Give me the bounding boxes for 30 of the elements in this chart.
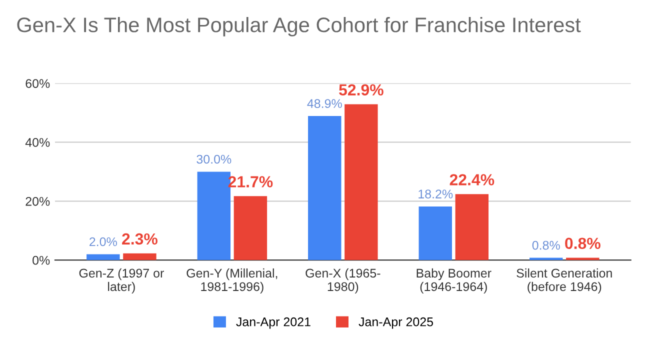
x-tick-label: Gen-Y (Millenial, 1981-1996) — [186, 268, 278, 294]
bar — [566, 258, 600, 260]
bar — [344, 104, 378, 260]
data-label: 30.0% — [196, 154, 232, 164]
data-label: 18.2% — [418, 190, 453, 198]
x-tick-label: Gen-X (1965- 1980) — [306, 268, 380, 294]
data-label: 0.8% — [532, 240, 560, 250]
y-tick-label: 40% — [25, 138, 50, 147]
bar — [530, 258, 563, 260]
data-label: 52.9% — [339, 84, 384, 96]
chart-title: Gen-X Is The Most Popular Age Cohort for Franchise Interest — [17, 17, 581, 36]
data-label: 48.9% — [307, 99, 342, 108]
bar — [455, 194, 489, 260]
bar — [308, 116, 342, 260]
y-tick-label: 60% — [26, 79, 50, 88]
data-label: 2.0% — [90, 237, 117, 246]
bar — [86, 254, 120, 260]
x-tick-label: Gen-Z (1997 or later) — [79, 268, 164, 294]
y-tick-label: 0% — [32, 256, 50, 265]
data-label: 2.3% — [122, 233, 158, 245]
bar — [418, 206, 452, 260]
x-tick-label: Silent Generation (before 1946) — [516, 268, 612, 294]
data-label: 22.4% — [450, 174, 494, 186]
bar — [234, 196, 268, 260]
data-label: 0.8% — [565, 238, 600, 250]
bar — [123, 253, 156, 260]
legend-label: Jan-Apr 2021 — [236, 317, 310, 329]
legend-label: Jan-Apr 2025 — [358, 317, 434, 329]
y-tick-label: 20% — [26, 196, 50, 206]
x-tick-label: Baby Boomer (1946-1964) — [416, 268, 492, 294]
